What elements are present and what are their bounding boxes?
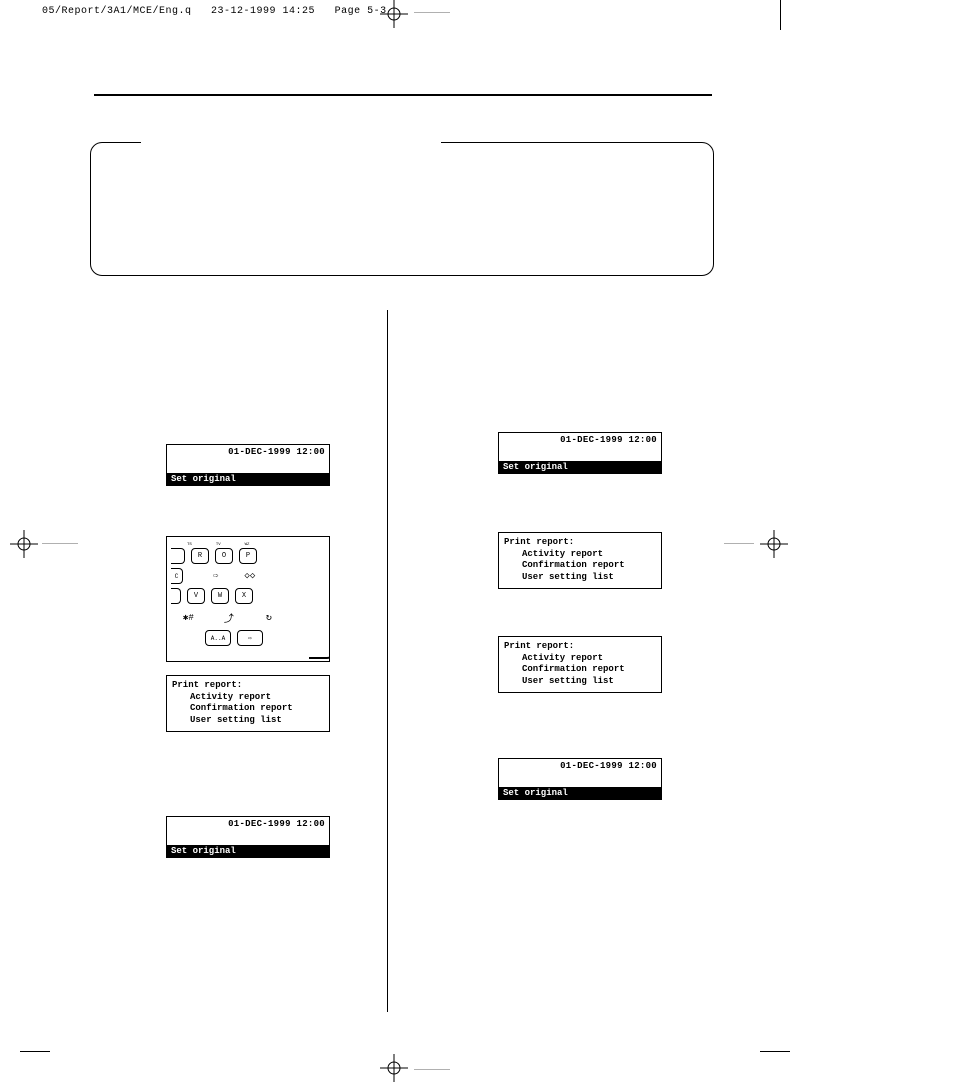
keypad-illustration: TS TV WZ R O P C ⇨ ◇◇ V W X ✱# ⤴ ↻: [166, 536, 330, 662]
keypad-key: [171, 548, 185, 564]
keypad-key: X: [235, 588, 253, 604]
report-item: Activity report: [504, 549, 656, 561]
lcd-display-box: 01-DEC-1999 12:00 Set original: [166, 816, 330, 858]
keypad-key: A..A: [205, 630, 231, 646]
key-label: TS: [187, 543, 192, 547]
report-item: User setting list: [172, 715, 324, 727]
doc-date: 23-12-1999 14:25: [211, 6, 315, 17]
display-status: Set original: [167, 845, 329, 857]
page-header-rule: [94, 94, 712, 96]
key-label: WZ: [245, 543, 250, 547]
crop-mark: [780, 0, 781, 30]
keypad-bezel: [309, 539, 330, 659]
doc-path: 05/Report/3A1/MCE/Eng.q: [42, 6, 192, 17]
report-item: Confirmation report: [504, 664, 656, 676]
keypad-key: R: [191, 548, 209, 564]
keypad-key: ⇨: [237, 630, 263, 646]
display-status: Set original: [499, 461, 661, 473]
registration-mark-icon: [10, 530, 38, 558]
report-item: User setting list: [504, 572, 656, 584]
keypad-key: W: [211, 588, 229, 604]
report-title: Print report:: [504, 537, 656, 549]
lcd-display-box: 01-DEC-1999 12:00 Set original: [498, 432, 662, 474]
doc-page: Page 5-3: [335, 6, 387, 17]
report-title: Print report:: [504, 641, 656, 653]
arrow-right-icon: ⇨: [213, 571, 218, 581]
display-datetime: 01-DEC-1999 12:00: [167, 445, 329, 459]
crop-mark: [760, 1051, 790, 1052]
registration-mark-icon: [380, 1054, 408, 1082]
registration-mark-icon: [760, 530, 788, 558]
keypad-key: O: [215, 548, 233, 564]
diamond-icon: ◇◇: [244, 571, 255, 581]
tick-line: [724, 543, 754, 544]
keypad-key: [171, 588, 181, 604]
print-report-box: Print report: Activity report Confirmati…: [166, 675, 330, 732]
star-hash-icon: ✱#: [183, 613, 194, 623]
column-divider: [387, 310, 388, 1012]
report-item: Activity report: [504, 653, 656, 665]
tick-line: [414, 1069, 450, 1070]
display-datetime: 01-DEC-1999 12:00: [167, 817, 329, 831]
keypad-key: C: [171, 568, 183, 584]
print-report-box: Print report: Activity report Confirmati…: [498, 532, 662, 589]
display-status: Set original: [499, 787, 661, 799]
lcd-display-box: 01-DEC-1999 12:00 Set original: [498, 758, 662, 800]
display-status: Set original: [167, 473, 329, 485]
header-path-line: 05/Report/3A1/MCE/Eng.q 23-12-1999 14:25…: [42, 6, 387, 17]
print-report-box: Print report: Activity report Confirmati…: [498, 636, 662, 693]
tick-line: [42, 543, 78, 544]
keypad-key: V: [187, 588, 205, 604]
info-box-title-gap: [141, 137, 441, 147]
registration-mark-icon: [380, 0, 408, 28]
crop-mark: [20, 1051, 50, 1052]
display-datetime: 01-DEC-1999 12:00: [499, 759, 661, 773]
report-item: Confirmation report: [172, 703, 324, 715]
redo-icon: ↻: [266, 612, 272, 624]
lcd-display-box: 01-DEC-1999 12:00 Set original: [166, 444, 330, 486]
key-label: TV: [216, 543, 221, 547]
display-datetime: 01-DEC-1999 12:00: [499, 433, 661, 447]
tick-line: [414, 12, 450, 13]
page-up-icon: ⤴: [224, 610, 234, 626]
report-item: Activity report: [172, 692, 324, 704]
report-item: User setting list: [504, 676, 656, 688]
info-callout-box: [90, 142, 714, 276]
keypad-key: P: [239, 548, 257, 564]
report-item: Confirmation report: [504, 560, 656, 572]
report-title: Print report:: [172, 680, 324, 692]
